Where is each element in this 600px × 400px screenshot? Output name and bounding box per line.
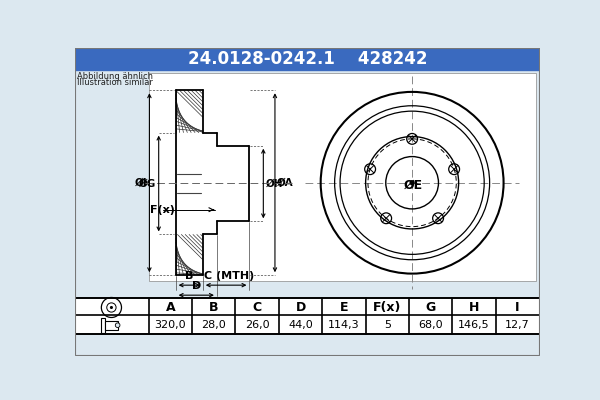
Text: D: D <box>295 301 305 314</box>
Text: Abbildung ähnlich: Abbildung ähnlich <box>77 72 154 81</box>
Text: ØH: ØH <box>266 178 283 188</box>
Text: 114,3: 114,3 <box>328 320 360 330</box>
Text: 26,0: 26,0 <box>245 320 269 330</box>
Text: 24.0128-0242.1    428242: 24.0128-0242.1 428242 <box>188 50 427 68</box>
Text: E: E <box>340 301 348 314</box>
Text: D: D <box>191 281 201 291</box>
Text: ØI: ØI <box>134 178 147 188</box>
Text: C: C <box>253 301 262 314</box>
Text: Illustration similar: Illustration similar <box>77 78 153 87</box>
Text: F(x): F(x) <box>373 301 401 314</box>
Text: ØE: ØE <box>404 178 423 192</box>
Bar <box>101 318 105 333</box>
Text: F(x): F(x) <box>150 205 175 215</box>
Circle shape <box>110 306 113 309</box>
Text: G: G <box>425 301 436 314</box>
Bar <box>75 48 540 70</box>
Bar <box>149 74 536 281</box>
Circle shape <box>115 323 120 328</box>
Text: 5: 5 <box>384 320 391 330</box>
Text: B: B <box>185 271 193 281</box>
Text: 320,0: 320,0 <box>155 320 186 330</box>
Text: 68,0: 68,0 <box>418 320 443 330</box>
Text: 44,0: 44,0 <box>288 320 313 330</box>
Text: ØA: ØA <box>277 178 294 188</box>
Circle shape <box>410 181 414 185</box>
Text: B: B <box>209 301 218 314</box>
Text: C (MTH): C (MTH) <box>204 271 254 281</box>
Bar <box>75 298 540 334</box>
Text: H: H <box>469 301 479 314</box>
Text: 146,5: 146,5 <box>458 320 490 330</box>
Text: A: A <box>166 301 175 314</box>
Text: I: I <box>515 301 520 314</box>
Text: 28,0: 28,0 <box>202 320 226 330</box>
Text: 12,7: 12,7 <box>505 320 530 330</box>
Bar <box>176 90 250 275</box>
Text: ØG: ØG <box>139 178 157 188</box>
Bar <box>105 320 118 330</box>
